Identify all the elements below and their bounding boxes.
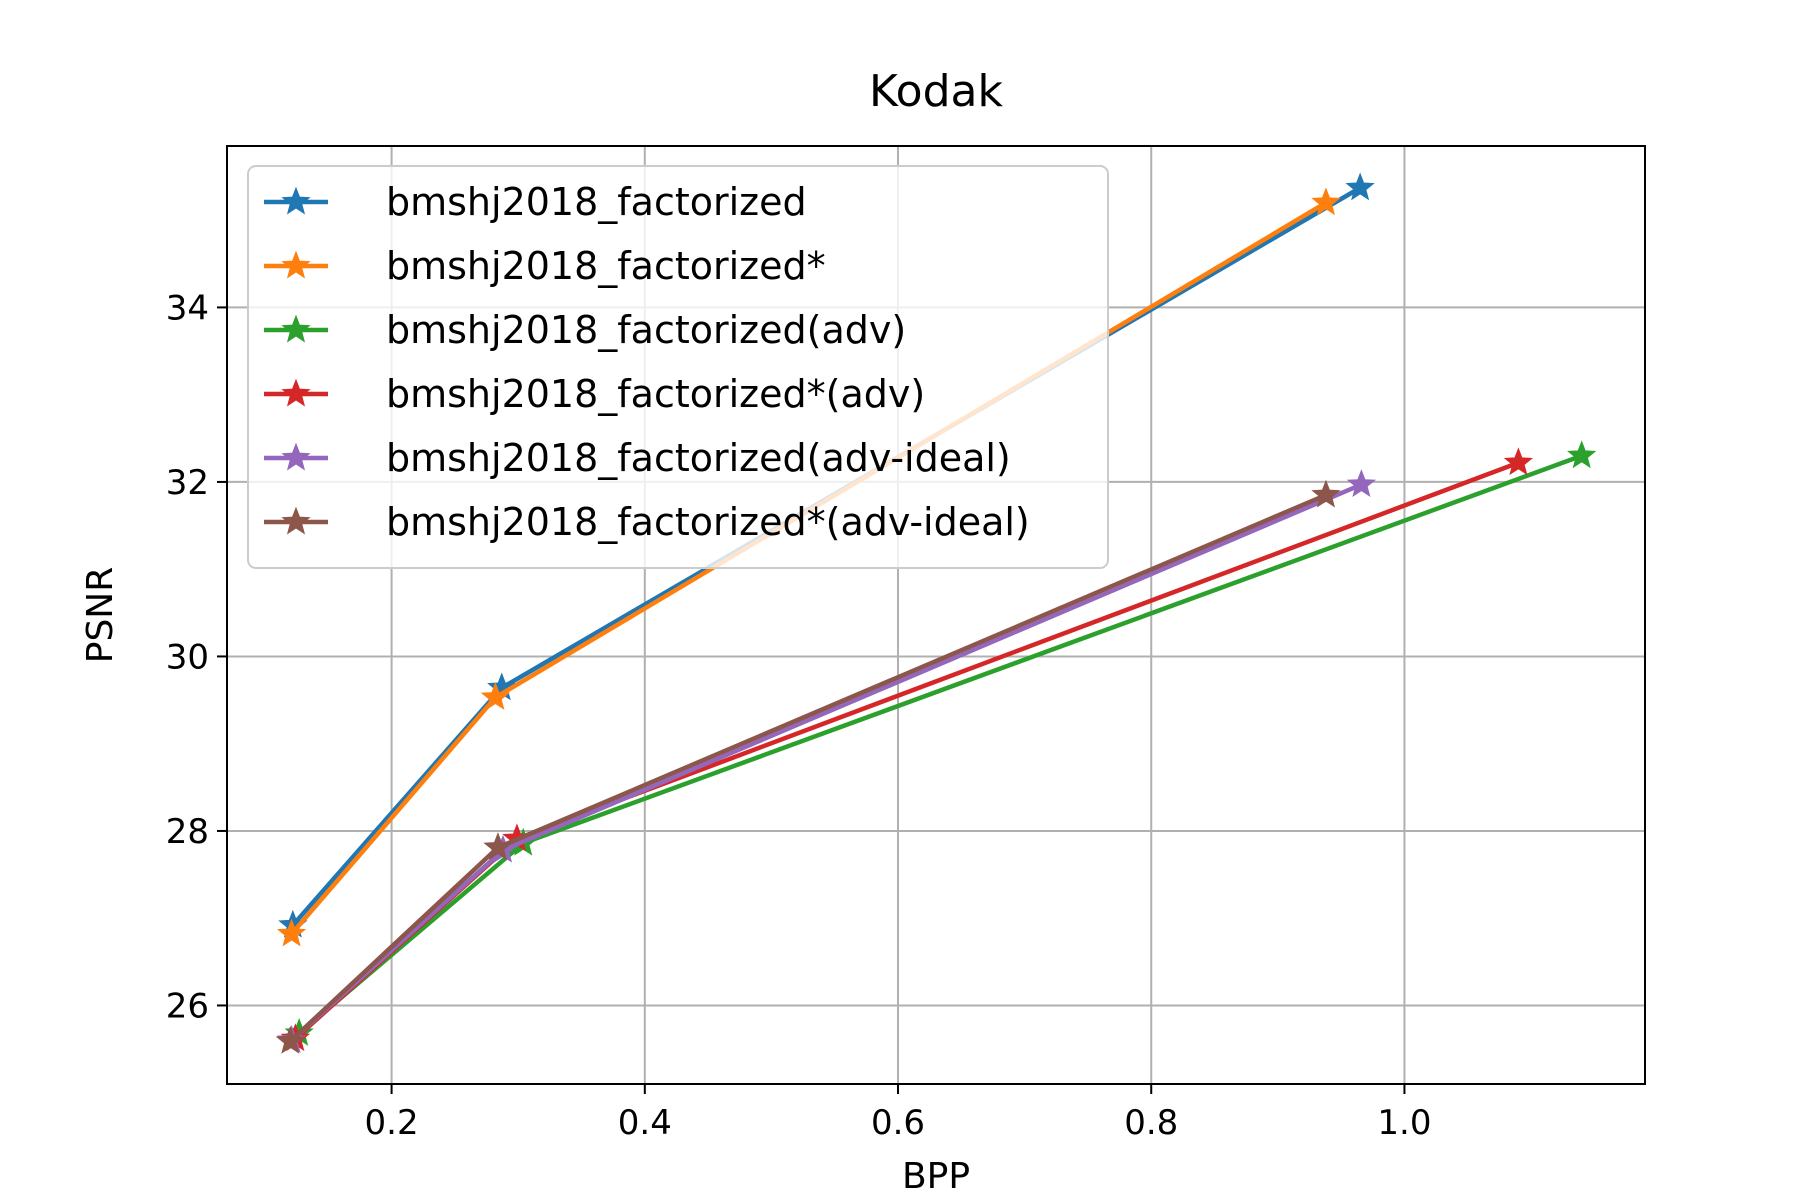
y-tick-label: 32 xyxy=(166,463,209,503)
data-point xyxy=(483,832,513,860)
data-point xyxy=(276,918,307,947)
data-point xyxy=(275,1025,305,1054)
series-6 xyxy=(275,479,1341,1054)
x-tick-label: 0.4 xyxy=(618,1103,672,1143)
legend: bmshj2018_factorized bmshj2018_factorized… xyxy=(247,165,1109,569)
legend-item: bmshj2018_factorized*(adv-ideal) xyxy=(264,500,1030,544)
legend-item: bmshj2018_factorized(adv-ideal) xyxy=(264,436,1011,480)
y-axis-label: PSNR xyxy=(80,567,121,664)
data-point xyxy=(1346,469,1377,498)
legend-marker xyxy=(281,506,311,535)
legend-marker xyxy=(281,314,311,343)
legend-label: bmshj2018_factorized(adv-ideal) xyxy=(386,436,1011,480)
legend-item: bmshj2018_factorized*(adv) xyxy=(264,372,925,416)
x-tick-label: 1.0 xyxy=(1377,1103,1431,1143)
chart-title: Kodak xyxy=(869,66,1003,117)
legend-marker xyxy=(281,250,311,279)
legend-marker xyxy=(281,442,311,471)
legend-box xyxy=(247,165,1109,569)
legend-label: bmshj2018_factorized*(adv-ideal) xyxy=(386,500,1030,544)
axis-ticks: 0.2 0.4 0.6 0.8 1.0 26 28 30 32 34 xyxy=(166,288,1432,1143)
legend-marker xyxy=(281,186,311,215)
x-axis-label: BPP xyxy=(902,1156,970,1197)
data-point xyxy=(1311,187,1341,216)
y-tick-label: 30 xyxy=(166,637,209,677)
x-tick-label: 0.6 xyxy=(871,1103,925,1143)
legend-marker xyxy=(281,378,311,407)
data-point xyxy=(1567,440,1597,469)
x-tick-label: 0.8 xyxy=(1124,1103,1178,1143)
legend-label: bmshj2018_factorized* xyxy=(386,244,826,288)
y-tick-label: 26 xyxy=(166,986,209,1026)
legend-item: bmshj2018_factorized(adv) xyxy=(264,308,906,352)
legend-label: bmshj2018_factorized*(adv) xyxy=(386,372,925,416)
data-point xyxy=(1503,447,1534,476)
x-tick-label: 0.2 xyxy=(365,1103,419,1143)
plot-frame xyxy=(226,145,1646,1085)
legend-label: bmshj2018_factorized(adv) xyxy=(386,308,906,352)
legend-item: bmshj2018_factorized xyxy=(264,180,807,224)
data-point xyxy=(480,682,511,710)
y-tick-label: 34 xyxy=(166,288,209,328)
data-point xyxy=(1345,172,1375,201)
data-point xyxy=(1311,479,1341,508)
legend-label: bmshj2018_factorized xyxy=(386,180,807,224)
legend-item: bmshj2018_factorized* xyxy=(264,244,826,288)
y-tick-label: 28 xyxy=(166,812,209,852)
